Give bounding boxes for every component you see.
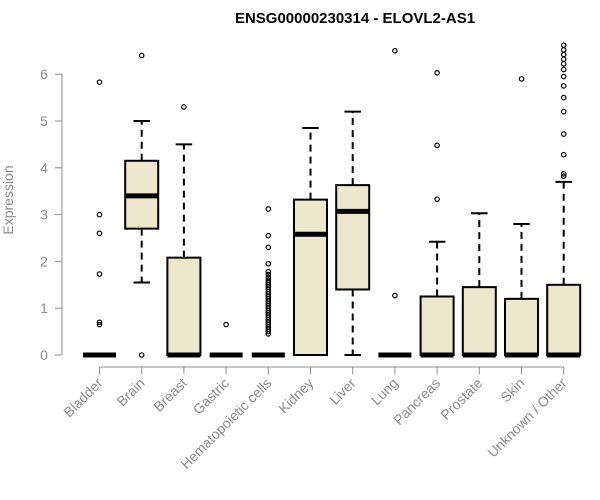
outlier-point — [265, 271, 272, 278]
outlier-point — [560, 131, 567, 137]
box-prostate — [461, 212, 497, 358]
outlier-point — [560, 56, 567, 63]
x-tick-label: Lung — [368, 375, 401, 408]
outlier-point — [96, 211, 103, 218]
outlier-point — [265, 268, 272, 275]
box-body — [335, 184, 371, 291]
outlier-point — [392, 47, 398, 54]
box-lung — [378, 47, 412, 358]
x-tick-label: Pancreas — [390, 375, 443, 428]
box-body — [546, 283, 582, 356]
box-body — [419, 295, 455, 356]
x-tick-label: Bladder — [60, 375, 106, 421]
box-unknown-other — [546, 42, 582, 358]
y-tick-label: 2 — [40, 253, 48, 269]
outlier-point — [265, 260, 272, 267]
box-body — [166, 256, 202, 357]
y-tick-label: 6 — [40, 66, 48, 82]
outlier-point — [265, 244, 272, 251]
outlier-point — [434, 69, 440, 76]
outlier-point — [560, 66, 567, 73]
box-body — [461, 286, 497, 357]
box-liver — [335, 110, 371, 356]
outlier-point — [96, 271, 103, 277]
outlier-point — [434, 142, 440, 149]
x-tick-label: Brain — [113, 375, 147, 409]
x-tick-label: Skin — [497, 375, 528, 406]
outlier-point — [96, 319, 103, 326]
outlier-point — [560, 108, 567, 115]
chart-title: ENSG00000230314 - ELOVL2-AS1 — [235, 10, 475, 27]
outlier-point — [265, 232, 272, 239]
box-brain — [124, 52, 160, 358]
outlier-point — [560, 151, 567, 158]
outlier-point — [265, 331, 272, 337]
outlier-point — [560, 83, 567, 89]
outlier-point — [560, 42, 567, 48]
box-pancreas — [419, 69, 455, 358]
x-tick-label: Liver — [326, 375, 359, 408]
box-skin — [504, 76, 539, 358]
x-tick-label: Breast — [150, 375, 190, 415]
y-tick-label: 0 — [40, 347, 48, 363]
y-tick-label: 3 — [40, 207, 48, 223]
x-tick-label: Unknown / Other — [484, 375, 570, 461]
x-tick-label: Prostate — [437, 375, 485, 423]
box-series — [83, 42, 582, 358]
box-body — [504, 297, 539, 356]
box-body — [293, 198, 328, 356]
outlier-point — [96, 79, 103, 85]
y-axis-label: Expression — [0, 165, 16, 234]
outlier-point — [560, 173, 567, 180]
outlier-point — [560, 51, 567, 58]
outlier-point — [223, 321, 229, 328]
box-bladder — [83, 79, 116, 358]
outlier-point — [265, 206, 272, 212]
box-hematopoietic-cells — [251, 206, 285, 358]
outlier-point — [96, 321, 103, 328]
outlier-point — [434, 196, 440, 202]
box-gastric — [209, 321, 243, 358]
outlier-point — [265, 274, 272, 281]
outlier-point — [392, 292, 398, 299]
y-axis: 0 1 2 3 4 5 6 — [40, 66, 63, 363]
box-kidney — [293, 127, 328, 356]
box-breast — [166, 104, 202, 358]
x-tick-label: Kidney — [275, 375, 317, 417]
outlier-point — [138, 352, 145, 358]
outlier-point — [560, 47, 567, 53]
outlier-point — [560, 73, 567, 80]
y-tick-label: 1 — [40, 300, 48, 316]
outlier-point — [560, 171, 567, 177]
outlier-point — [265, 328, 272, 335]
y-tick-label: 5 — [40, 113, 48, 129]
outlier-point — [181, 104, 187, 110]
outlier-point — [560, 94, 567, 101]
outlier-point — [138, 52, 145, 59]
outlier-point — [518, 76, 525, 82]
y-tick-label: 4 — [40, 160, 48, 176]
outlier-point — [560, 61, 567, 67]
outlier-point — [96, 230, 103, 237]
